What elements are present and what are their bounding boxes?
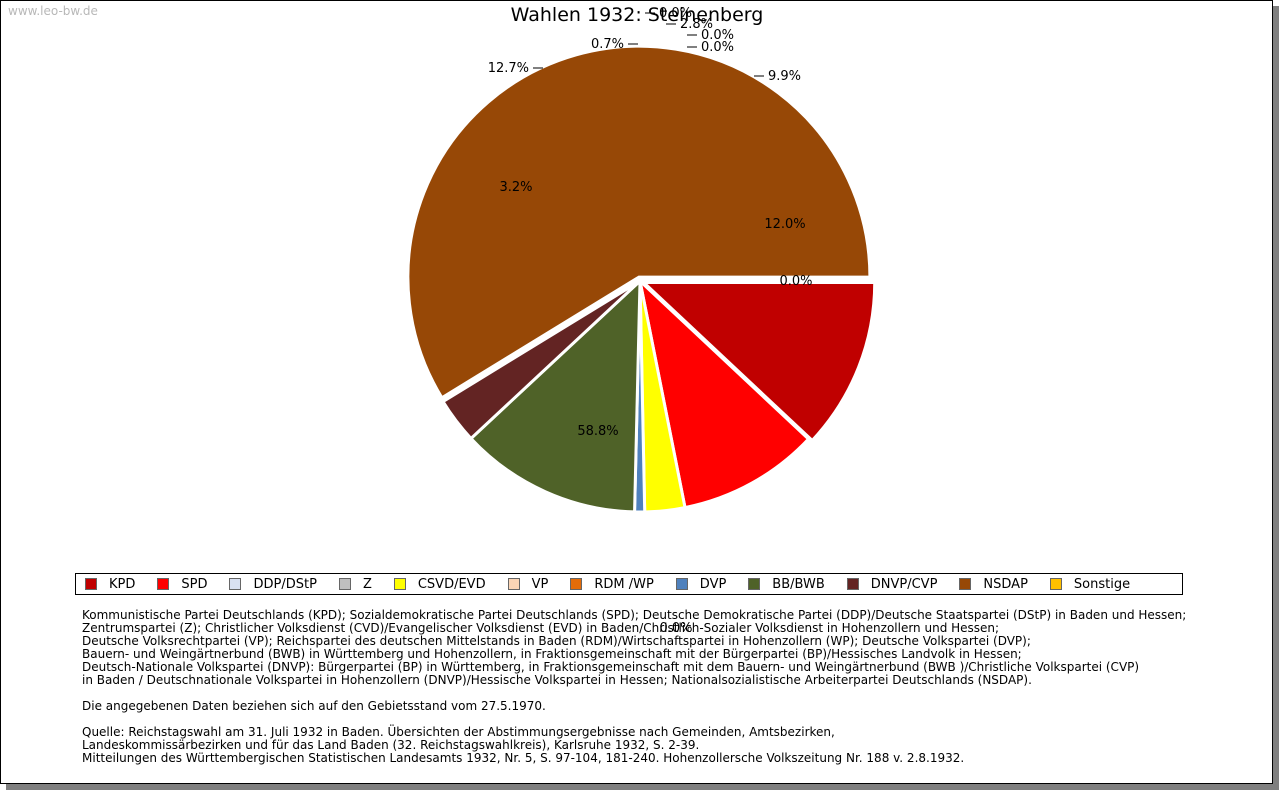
legend-swatch (229, 578, 242, 590)
data-label-dnvp-cvp: 3.2% (499, 180, 532, 195)
legend-swatch (393, 578, 406, 590)
legend-label: VP (531, 576, 549, 592)
legend-swatch (338, 578, 351, 590)
source-line: Mitteilungen des Württembergischen Stati… (82, 751, 965, 765)
legend-label: KPD (109, 576, 136, 592)
legend-label: RDM /WP (594, 576, 654, 592)
legend-swatch (1049, 578, 1062, 590)
pie-slice-dnvp-cvp (440, 279, 642, 441)
definition-line: Zentrumspartei (Z); Christlicher Volksdi… (82, 621, 1000, 635)
legend-swatch (85, 578, 97, 590)
legend-label: Z (362, 576, 372, 592)
legend-item-bb-bwb: BB/BWB (748, 576, 825, 592)
territory-note: Die angegebenen Daten beziehen sich auf … (82, 699, 546, 713)
data-label-bb-bwb: 12.7% (488, 61, 529, 76)
source-line: Quelle: Reichstagswahl am 31. Juli 1932 … (82, 725, 835, 739)
legend-item-nsdap: NSDAP (959, 577, 1028, 592)
legend-label: SPD (181, 576, 208, 592)
legend-label: DVP (699, 576, 727, 592)
pie-slice-nsdap (406, 44, 872, 400)
legend-swatch (507, 578, 520, 590)
legend-label: CSVD/EVD (417, 576, 486, 592)
pie-slice-kpd (639, 280, 877, 443)
source-line: Landeskommissärbezirken und für das Land… (82, 738, 700, 752)
legend-item-kpd: KPD (85, 577, 135, 592)
data-label-vp: 0.0% (701, 28, 734, 43)
legend-item-dvp: DVP (675, 576, 727, 592)
legend-item-spd: SPD (157, 577, 207, 592)
data-label-csvd-evd: 2.8% (680, 17, 713, 32)
data-label-sonstige: 0.0% (659, 621, 692, 636)
legend-swatch (846, 578, 859, 590)
definition-line: Bauern- und Weingärtnerbund (BWB) in Wür… (82, 647, 1022, 661)
source-note: Quelle: Reichstagswahl am 31. Juli 1932 … (82, 726, 1202, 765)
data-label-z: 0.0% (701, 40, 734, 55)
data-label-rdm-wp: 0.0% (659, 6, 692, 21)
chart-legend: KPD SPD DDP/DStP Z CSVD/EVD VP RDM /WP DVP BB/BW… (75, 573, 1183, 595)
legend-label: NSDAP (983, 576, 1028, 592)
legend-label: DNVP/CVP (870, 576, 938, 592)
legend-swatch (748, 578, 761, 590)
legend-swatch (959, 578, 972, 590)
definition-line: Kommunistische Partei Deutschlands (KPD)… (82, 608, 1187, 622)
legend-label: BB/BWB (772, 576, 825, 592)
legend-item-dnvp-cvp: DNVP/CVP (846, 576, 938, 592)
legend-item-vp: VP (507, 576, 549, 592)
legend-item-z: Z (338, 576, 372, 592)
legend-swatch (675, 578, 688, 590)
data-label-dvp: 0.7% (591, 37, 624, 52)
data-label-ddp-dstp: 0.0% (779, 274, 812, 289)
legend-swatch (157, 578, 170, 590)
legend-swatch (570, 578, 583, 590)
data-label-spd: 9.9% (768, 69, 801, 84)
legend-item-csvd-evd: CSVD/EVD (393, 576, 486, 592)
legend-item-sonstige: Sonstige (1049, 576, 1131, 592)
legend-item-ddp-dstp: DDP/DStP (229, 576, 317, 592)
pie-slice-bb-bwb (468, 277, 642, 514)
chart-notes: Kommunistische Partei Deutschlands (KPD)… (82, 609, 1202, 765)
watermark: www.leo-bw.de (8, 4, 98, 18)
definition-line: in Baden / Deutschnationale Volkspartei … (82, 673, 1032, 687)
party-definitions: Kommunistische Partei Deutschlands (KPD)… (82, 609, 1202, 687)
legend-label: DDP/DStP (253, 576, 317, 592)
definition-line: Deutsche Volksrechtpartei (VP); Reichspa… (82, 634, 1031, 648)
legend-label: Sonstige (1073, 576, 1131, 592)
legend-item-rdm-wp: RDM /WP (570, 576, 654, 592)
data-label-kpd: 12.0% (764, 217, 805, 232)
definition-line: Deutsch-Nationale Volkspartei (DNVP): Bü… (82, 660, 1140, 674)
data-label-nsdap: 58.8% (577, 424, 618, 439)
pie-slice-spd (637, 276, 811, 510)
chart-title: Wahlen 1932: Steinenberg (511, 4, 764, 26)
